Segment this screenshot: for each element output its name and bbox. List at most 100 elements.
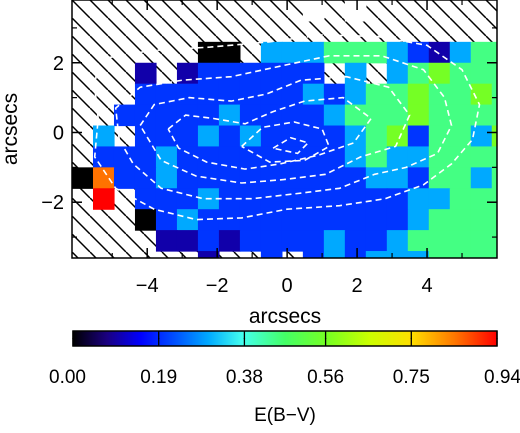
- heatmap-cell: [449, 62, 472, 85]
- heatmap-cell: [344, 167, 367, 189]
- heatmap-cell: [239, 230, 262, 252]
- heatmap-cell: [470, 41, 493, 64]
- heatmap-cell: [302, 230, 325, 252]
- heatmap-cell: [428, 251, 451, 258]
- heatmap-cell: [470, 209, 493, 231]
- colorbar-tick-label: 0.56: [307, 367, 344, 388]
- heatmap-cell: [365, 167, 388, 189]
- y-axis-label: arcsecs: [0, 93, 22, 165]
- heatmap-cell: [134, 125, 157, 148]
- heatmap-cell: [449, 41, 472, 64]
- heatmap-cell: [449, 125, 472, 148]
- y-tick-label: 2: [53, 53, 64, 75]
- heatmap-cell: [513, 42, 520, 64]
- heatmap-cell: [491, 251, 497, 258]
- heatmap-cell: [92, 167, 115, 189]
- heatmap-cell: [365, 230, 388, 252]
- heatmap-cell: [323, 83, 346, 106]
- x-tick-label: 4: [421, 275, 432, 297]
- heatmap-cell: [239, 62, 262, 85]
- heatmap-cell: [281, 188, 304, 210]
- heatmap-cell: [239, 209, 262, 231]
- heatmap-cell: [323, 146, 346, 168]
- heatmap-cell: [176, 62, 199, 85]
- heatmap-cell: [407, 41, 430, 64]
- heatmap-cell: [344, 125, 367, 148]
- heatmap-cell: [281, 104, 304, 127]
- heatmap-cell: [386, 104, 409, 127]
- heatmap-cell: [302, 0, 325, 22]
- heatmap-cell: [197, 167, 220, 189]
- heatmap-cell: [260, 125, 283, 148]
- heatmap-cell: [491, 83, 497, 106]
- heatmap-cell: [155, 188, 178, 210]
- heatmap-cell: [323, 251, 346, 258]
- heatmap-cell: [197, 125, 220, 148]
- heatmap-cell: [239, 104, 262, 127]
- heatmap-cell: [428, 125, 451, 148]
- heatmap-cell: [72, 167, 94, 189]
- heatmap-cell: [491, 209, 497, 231]
- x-axis-label: arcsecs: [249, 305, 321, 328]
- heatmap-cell: [407, 104, 430, 127]
- heatmap-cell: [344, 62, 367, 85]
- heatmap-cell: [281, 125, 304, 148]
- colorbar: [72, 330, 498, 347]
- heatmap-cell: [491, 62, 497, 85]
- heatmap-cell: [176, 209, 199, 231]
- heatmap-cell: [344, 146, 367, 168]
- heatmap-cell: [449, 230, 472, 252]
- heatmap-cell: [218, 41, 241, 64]
- heatmap-cell: [281, 83, 304, 106]
- heatmap-cell: [302, 209, 325, 231]
- x-tick-label: 2: [352, 275, 363, 297]
- heatmap-cell: [407, 230, 430, 252]
- heatmap-cell: [344, 188, 367, 210]
- heatmap-cell: [470, 83, 493, 106]
- heatmap-cell: [491, 146, 497, 168]
- heatmap-cell: [302, 251, 325, 258]
- y-axis-ticks: −2 0 2: [41, 27, 497, 238]
- heatmap-cell: [407, 251, 430, 258]
- heatmap-cell: [386, 251, 409, 258]
- heatmap-cell: [113, 146, 136, 168]
- heatmap-cell: [365, 125, 388, 148]
- heatmap-cell: [428, 62, 451, 85]
- heatmap-cell: [470, 104, 493, 127]
- colorbar-tick-label: 0.00: [49, 367, 86, 388]
- heatmap-cell: [513, 126, 520, 148]
- heatmap-cell: [386, 62, 409, 85]
- heatmap-cells: [72, 0, 520, 315]
- heatmap-cell: [491, 167, 497, 189]
- x-axis-ticks: −4 −2 0 2 4: [111, 0, 463, 297]
- heatmap-cell: [260, 251, 283, 258]
- heatmap-cell: [513, 146, 520, 168]
- heatmap-cell: [428, 41, 451, 64]
- heatmap-cell: [113, 104, 136, 127]
- heatmap-cell: [471, 272, 493, 294]
- heatmap-cell: [155, 167, 178, 189]
- heatmap-cell: [365, 188, 388, 210]
- heatmap-cell: [450, 293, 472, 315]
- heatmap-cell: [513, 84, 520, 106]
- y-tick-label: 0: [53, 122, 64, 144]
- colorbar-tick-label: 0.94: [484, 367, 520, 388]
- heatmap-cell: [218, 146, 241, 168]
- heatmap-cell: [491, 230, 497, 252]
- heatmap-cell: [386, 146, 409, 168]
- heatmap-cell: [365, 209, 388, 231]
- heatmap-cell: [428, 146, 451, 168]
- heatmap-cell: [260, 209, 283, 231]
- heatmap-cell: [239, 167, 262, 189]
- heatmap-cell: [92, 125, 115, 148]
- heatmap-cell: [239, 83, 262, 106]
- heatmap-cell: [323, 209, 346, 231]
- contour-line: [167, 96, 373, 170]
- contour-line: [114, 55, 453, 200]
- heatmap-cell: [344, 209, 367, 231]
- heatmap-cell: [470, 167, 493, 189]
- heatmap-cell: [134, 209, 157, 231]
- heatmap-cell: [176, 83, 199, 106]
- heatmap-cell: [281, 146, 304, 168]
